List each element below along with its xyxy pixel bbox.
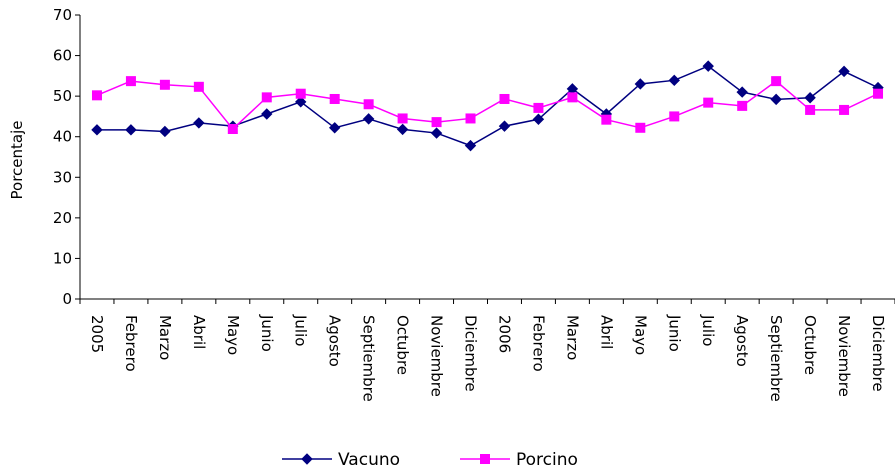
y-tick-label: 30	[53, 168, 72, 186]
data-point-porcino	[465, 113, 476, 124]
x-tick-label: Diciembre	[869, 315, 887, 392]
data-point-vacuno	[770, 93, 782, 106]
data-point-vacuno	[498, 120, 511, 132]
x-axis: 2005 Febrero Marzo Abril Mayo Junio Julio Agost…	[79, 298, 895, 402]
data-point-vacuno	[668, 74, 680, 87]
legend-item-vacuno: Vacuno	[282, 450, 400, 470]
legend-label: Vacuno	[338, 450, 400, 470]
y-tick-label: 0	[62, 290, 72, 308]
data-point-vacuno	[430, 127, 443, 139]
data-point-porcino	[125, 76, 136, 87]
x-tick-label: Noviembre	[428, 315, 446, 397]
x-tick-label: 2006	[495, 315, 513, 353]
data-point-porcino	[737, 100, 748, 111]
data-point-porcino	[567, 92, 578, 103]
series-line-porcino	[96, 80, 879, 131]
series-line-vacuno	[96, 65, 879, 147]
data-point-porcino	[159, 79, 170, 90]
x-tick-label: Noviembre	[835, 315, 853, 397]
x-tick-label: Abril	[190, 315, 208, 349]
data-point-porcino	[363, 99, 374, 110]
x-tick-label: Febrero	[122, 315, 140, 372]
x-tick-label: Septiembre	[360, 315, 378, 402]
data-point-vacuno	[532, 113, 545, 125]
legend: Vacuno Porcino	[282, 450, 578, 470]
x-tick-label: Diciembre	[462, 315, 480, 392]
y-tick-label: 20	[53, 209, 72, 227]
y-tick-label: 70	[53, 6, 72, 24]
x-tick-label: Agosto	[326, 315, 344, 367]
data-point-porcino	[839, 104, 850, 115]
data-point-vacuno	[261, 108, 273, 120]
data-point-vacuno	[91, 124, 103, 136]
data-point-vacuno	[838, 65, 850, 78]
x-tick-label: Octubre	[394, 315, 412, 375]
data-point-porcino	[533, 102, 544, 113]
x-tick-label: Mayo	[631, 315, 649, 355]
legend-marker	[301, 453, 313, 465]
series-layer	[91, 60, 884, 152]
data-point-porcino	[193, 81, 204, 92]
data-point-porcino	[669, 111, 680, 122]
y-axis-title: Porcentaje	[8, 121, 26, 200]
data-point-porcino	[499, 93, 510, 104]
x-tick-label: Agosto	[733, 315, 751, 367]
data-point-vacuno	[464, 139, 477, 152]
x-tick-label: Marzo	[563, 315, 581, 360]
data-point-porcino	[703, 97, 714, 108]
x-tick-label: Septiembre	[767, 315, 785, 402]
data-point-porcino	[261, 92, 272, 103]
x-tick-label: Julio	[699, 314, 717, 346]
x-tick-label: Octubre	[801, 315, 819, 375]
y-tick-label: 50	[53, 87, 72, 105]
series-porcino	[91, 76, 884, 135]
x-tick-label: Abril	[597, 315, 615, 349]
data-point-porcino	[601, 114, 612, 125]
x-tick-label: Junio	[665, 314, 683, 352]
data-point-vacuno	[159, 125, 171, 138]
data-point-vacuno	[362, 113, 375, 125]
data-point-vacuno	[736, 86, 748, 98]
y-tick-label: 60	[53, 47, 72, 65]
legend-item-porcino: Porcino	[460, 450, 578, 470]
x-tick-label: Febrero	[529, 315, 547, 372]
data-point-vacuno	[193, 117, 205, 129]
data-point-porcino	[635, 122, 646, 133]
data-point-vacuno	[125, 124, 137, 136]
y-axis: 0 10 20 30 40 50 60 70	[53, 6, 81, 308]
data-point-vacuno	[634, 78, 647, 90]
y-tick-label: 40	[53, 128, 72, 146]
legend-marker	[480, 454, 490, 464]
data-point-vacuno	[702, 60, 714, 72]
x-tick-label: Julio	[292, 314, 310, 346]
y-tick-label: 10	[53, 249, 72, 267]
data-point-vacuno	[328, 122, 341, 134]
data-point-vacuno	[396, 123, 409, 136]
series-vacuno	[91, 60, 884, 152]
data-point-porcino	[771, 76, 782, 87]
data-point-porcino	[227, 124, 238, 135]
x-tick-label: Junio	[258, 314, 276, 352]
legend-label: Porcino	[516, 450, 578, 470]
data-point-porcino	[91, 90, 102, 101]
data-point-porcino	[329, 93, 340, 104]
data-point-porcino	[295, 88, 306, 99]
x-tick-label: Marzo	[156, 315, 174, 360]
data-point-porcino	[397, 113, 408, 124]
data-point-porcino	[873, 88, 884, 99]
data-point-porcino	[805, 104, 816, 115]
data-point-porcino	[431, 117, 442, 128]
x-tick-label: Mayo	[224, 315, 242, 355]
data-point-vacuno	[295, 96, 307, 108]
data-point-vacuno	[804, 92, 816, 104]
x-tick-label: 2005	[88, 315, 106, 353]
